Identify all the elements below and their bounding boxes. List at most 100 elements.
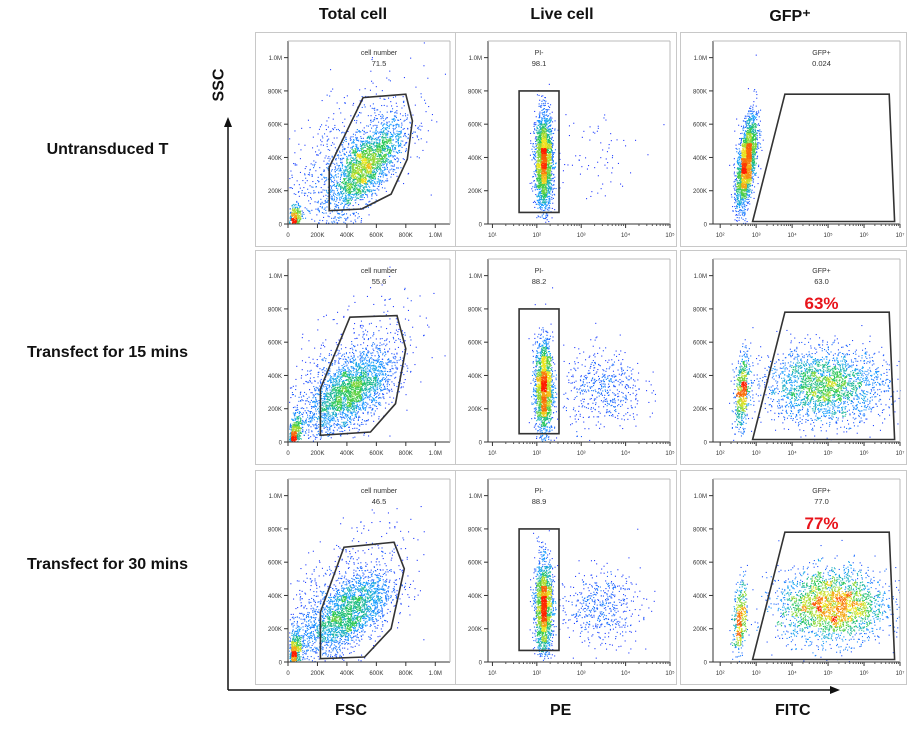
data-point xyxy=(351,187,353,189)
data-point xyxy=(537,165,539,167)
data-point xyxy=(555,188,557,190)
data-point xyxy=(347,194,349,196)
data-point xyxy=(345,178,347,180)
data-point xyxy=(546,169,548,171)
data-point xyxy=(552,159,554,161)
data-point xyxy=(543,116,545,118)
data-point xyxy=(382,147,384,149)
data-point xyxy=(535,129,537,131)
data-point xyxy=(345,140,347,142)
data-point xyxy=(538,143,540,145)
data-point xyxy=(539,157,541,159)
data-point xyxy=(392,145,394,147)
data-point xyxy=(547,136,549,138)
data-point xyxy=(291,218,293,220)
data-point xyxy=(534,206,536,208)
data-point xyxy=(378,121,380,123)
data-point xyxy=(384,141,386,143)
data-point xyxy=(536,151,538,153)
data-point xyxy=(366,171,368,173)
data-point xyxy=(375,172,377,174)
data-point xyxy=(315,208,317,210)
data-point xyxy=(373,164,375,166)
data-point xyxy=(390,124,392,126)
data-point xyxy=(343,207,345,209)
data-point xyxy=(378,158,380,160)
data-point xyxy=(416,135,418,137)
data-point xyxy=(364,153,366,155)
data-point xyxy=(388,151,390,153)
data-point xyxy=(385,134,387,136)
data-point xyxy=(547,165,549,167)
data-point xyxy=(549,154,551,156)
data-point xyxy=(372,144,374,146)
data-point xyxy=(600,157,602,159)
data-point xyxy=(548,125,550,127)
data-point xyxy=(554,166,556,168)
data-point xyxy=(543,114,545,116)
data-point xyxy=(377,143,379,145)
data-point xyxy=(292,218,294,220)
data-point xyxy=(370,158,372,160)
data-point xyxy=(544,203,546,205)
data-point xyxy=(326,167,328,169)
data-point xyxy=(538,170,540,172)
data-point xyxy=(374,145,376,147)
data-point xyxy=(373,119,375,121)
data-point xyxy=(290,212,292,214)
data-point xyxy=(338,195,340,197)
data-point xyxy=(299,211,301,213)
data-point xyxy=(321,173,323,175)
data-point xyxy=(379,148,381,150)
data-point xyxy=(386,174,388,176)
data-point xyxy=(393,144,395,146)
data-point xyxy=(547,143,549,145)
data-point xyxy=(536,180,538,182)
data-point xyxy=(372,164,374,166)
data-point xyxy=(389,147,391,149)
data-point xyxy=(541,147,543,149)
data-point xyxy=(545,213,547,215)
data-point xyxy=(326,206,328,208)
data-point xyxy=(391,168,393,170)
data-point xyxy=(617,162,619,164)
data-point xyxy=(386,139,388,141)
data-point xyxy=(323,160,325,162)
gate-polygon[interactable] xyxy=(328,93,414,212)
data-point xyxy=(340,154,342,156)
data-point xyxy=(540,174,542,176)
data-point xyxy=(373,156,375,158)
data-point xyxy=(296,209,298,211)
data-point xyxy=(370,163,372,165)
data-point xyxy=(388,126,390,128)
data-point xyxy=(541,124,543,126)
data-point xyxy=(530,132,532,134)
data-point xyxy=(366,180,368,182)
data-point xyxy=(386,180,388,182)
data-point xyxy=(361,175,363,177)
data-point xyxy=(375,149,377,151)
data-point xyxy=(359,153,361,155)
data-point xyxy=(548,166,550,168)
data-point xyxy=(330,176,332,178)
data-point xyxy=(308,192,310,194)
data-point xyxy=(348,180,350,182)
data-point xyxy=(372,131,374,133)
data-point xyxy=(349,165,351,167)
data-point xyxy=(393,133,395,135)
data-point xyxy=(554,128,556,130)
data-point xyxy=(360,156,362,158)
data-point xyxy=(323,170,325,172)
data-point xyxy=(372,170,374,172)
data-point xyxy=(349,195,351,197)
data-point xyxy=(547,150,549,152)
data-point xyxy=(372,167,374,169)
data-point xyxy=(546,129,548,131)
data-point xyxy=(346,207,348,209)
data-point xyxy=(551,155,553,157)
data-point xyxy=(352,183,354,185)
data-point xyxy=(289,221,291,223)
data-point xyxy=(545,176,547,178)
data-point xyxy=(354,170,356,172)
data-point xyxy=(352,136,354,138)
